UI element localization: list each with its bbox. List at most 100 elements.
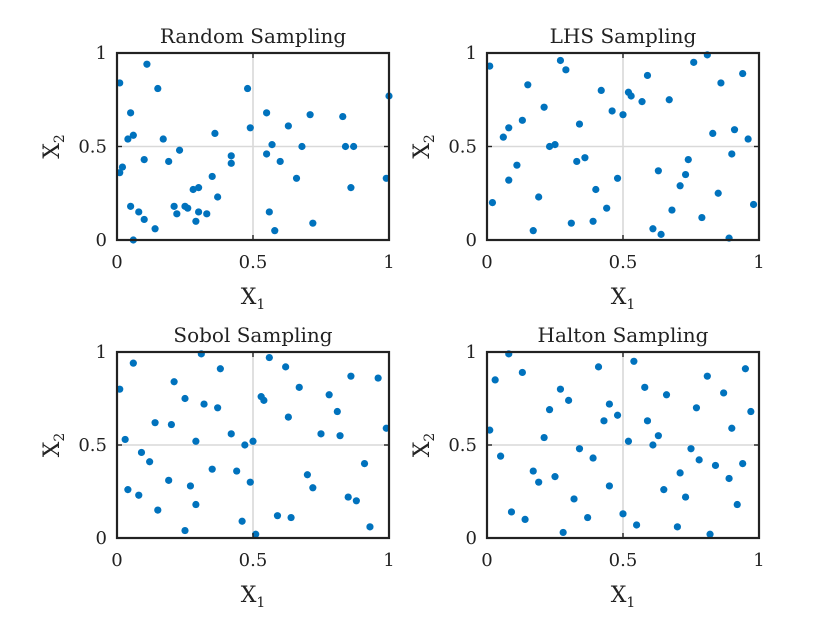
data-point (124, 135, 132, 143)
data-point (165, 476, 173, 484)
data-point (597, 86, 605, 94)
data-point (730, 126, 739, 134)
x-tick-label: 0 (481, 550, 492, 571)
y-tick-label: 0.5 (78, 137, 107, 158)
data-point (556, 385, 565, 393)
x-tick-label: 0.5 (609, 550, 638, 571)
y-tick-label: 0.5 (448, 435, 477, 456)
data-point (214, 404, 222, 412)
data-point (668, 206, 676, 214)
data-point (641, 383, 649, 391)
y-tick-label: 0 (96, 230, 107, 251)
data-point (491, 376, 499, 384)
data-point (744, 135, 752, 143)
data-point (518, 368, 526, 377)
subplot-1: 0 0.5 1 0 0.5 1 Random Sampling X1 X2 (40, 24, 395, 313)
data-point (186, 482, 195, 490)
data-point (545, 142, 554, 151)
data-point (624, 437, 633, 445)
data-point (121, 435, 129, 444)
data-point (513, 161, 521, 169)
data-point (654, 432, 662, 440)
data-point (619, 510, 627, 518)
data-point (181, 526, 189, 535)
data-point (339, 112, 347, 121)
data-point (249, 437, 257, 445)
data-point (692, 404, 701, 412)
data-point (581, 154, 589, 162)
data-point (703, 372, 711, 380)
data-point (633, 521, 641, 529)
y-axis-label: X2 (40, 134, 68, 159)
y-tick-label: 1 (466, 342, 477, 363)
data-point (529, 227, 537, 235)
data-point (627, 92, 635, 100)
data-point (540, 103, 548, 111)
data-point (507, 508, 516, 516)
data-point (154, 506, 162, 514)
data-point (649, 441, 657, 449)
y-tick-label: 1 (466, 43, 477, 64)
data-point (129, 131, 137, 139)
data-point (529, 467, 537, 475)
data-point (488, 199, 497, 207)
data-point (325, 391, 333, 399)
data-point (265, 353, 273, 362)
y-tick-label: 0 (466, 528, 477, 549)
data-point (276, 157, 284, 166)
data-point (374, 374, 382, 382)
y-tick-label: 0 (466, 230, 477, 251)
data-point (317, 430, 325, 438)
data-point (124, 486, 132, 494)
data-point (657, 230, 665, 238)
data-point (350, 142, 358, 151)
data-point (273, 512, 282, 520)
data-point (208, 172, 216, 181)
y-tick-label: 1 (96, 342, 107, 363)
data-point (739, 460, 747, 468)
data-point (747, 407, 755, 416)
subplot-title: Random Sampling (160, 24, 347, 48)
y-axis-label: X2 (410, 134, 438, 159)
data-point (619, 111, 627, 119)
data-point (227, 430, 235, 438)
data-point (535, 193, 543, 201)
data-point (165, 157, 173, 166)
data-point (521, 515, 529, 524)
data-point (605, 400, 614, 408)
data-point (551, 473, 559, 481)
data-point (575, 120, 584, 128)
x-axis-label: X1 (611, 583, 636, 611)
data-point (309, 219, 317, 227)
data-point (728, 150, 736, 158)
data-point (135, 491, 143, 499)
subplot-title: LHS Sampling (550, 24, 697, 48)
data-point (287, 513, 295, 522)
data-point (551, 141, 559, 149)
data-point (195, 208, 203, 216)
x-tick-label: 1 (753, 550, 764, 571)
y-axis-label: X2 (40, 433, 68, 458)
data-point (181, 394, 189, 403)
data-point (295, 383, 303, 391)
data-point (135, 208, 143, 216)
data-point (192, 500, 200, 509)
data-point (518, 116, 526, 124)
data-point (192, 437, 200, 445)
data-point (173, 210, 181, 218)
data-point (741, 365, 750, 373)
y-tick-label: 0 (96, 528, 107, 549)
data-point (282, 363, 290, 371)
data-point (127, 202, 135, 210)
data-point (649, 225, 657, 233)
data-point (140, 215, 148, 224)
x-axis-label: X1 (241, 285, 266, 313)
data-point (208, 465, 216, 473)
data-point (271, 227, 279, 235)
data-point (309, 484, 317, 492)
data-point (695, 456, 703, 464)
data-point (589, 454, 597, 462)
data-point (303, 471, 311, 479)
y-tick-label: 0.5 (448, 137, 477, 158)
data-point (524, 81, 532, 89)
